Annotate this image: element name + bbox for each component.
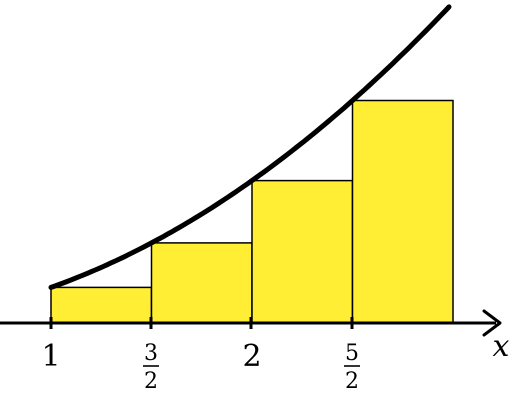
rectangles-group [50, 99, 454, 324]
tick-label-1: 1 [41, 339, 60, 374]
riemann-rectangle-1 [50, 286, 153, 324]
riemann-rectangle-2 [150, 242, 253, 324]
tick-label-5-2-denominator: 2 [345, 369, 359, 394]
tick-label-5-2-numerator: 5 [345, 341, 359, 366]
riemann-rectangle-4 [351, 99, 454, 324]
tick-label-2: 2 [242, 339, 261, 374]
x-axis-label: x [493, 329, 510, 364]
function-curve [48, 4, 452, 290]
tick-label-3-2: 3 2 [143, 341, 159, 394]
x-axis-arrowhead [482, 309, 502, 337]
tick-label-3-2-numerator: 3 [144, 341, 158, 366]
tick-label-3-2-denominator: 2 [144, 369, 158, 394]
tick-label-5-2: 5 2 [344, 341, 360, 394]
riemann-rectangle-3 [251, 179, 354, 324]
tick-marks-group [49, 317, 354, 329]
